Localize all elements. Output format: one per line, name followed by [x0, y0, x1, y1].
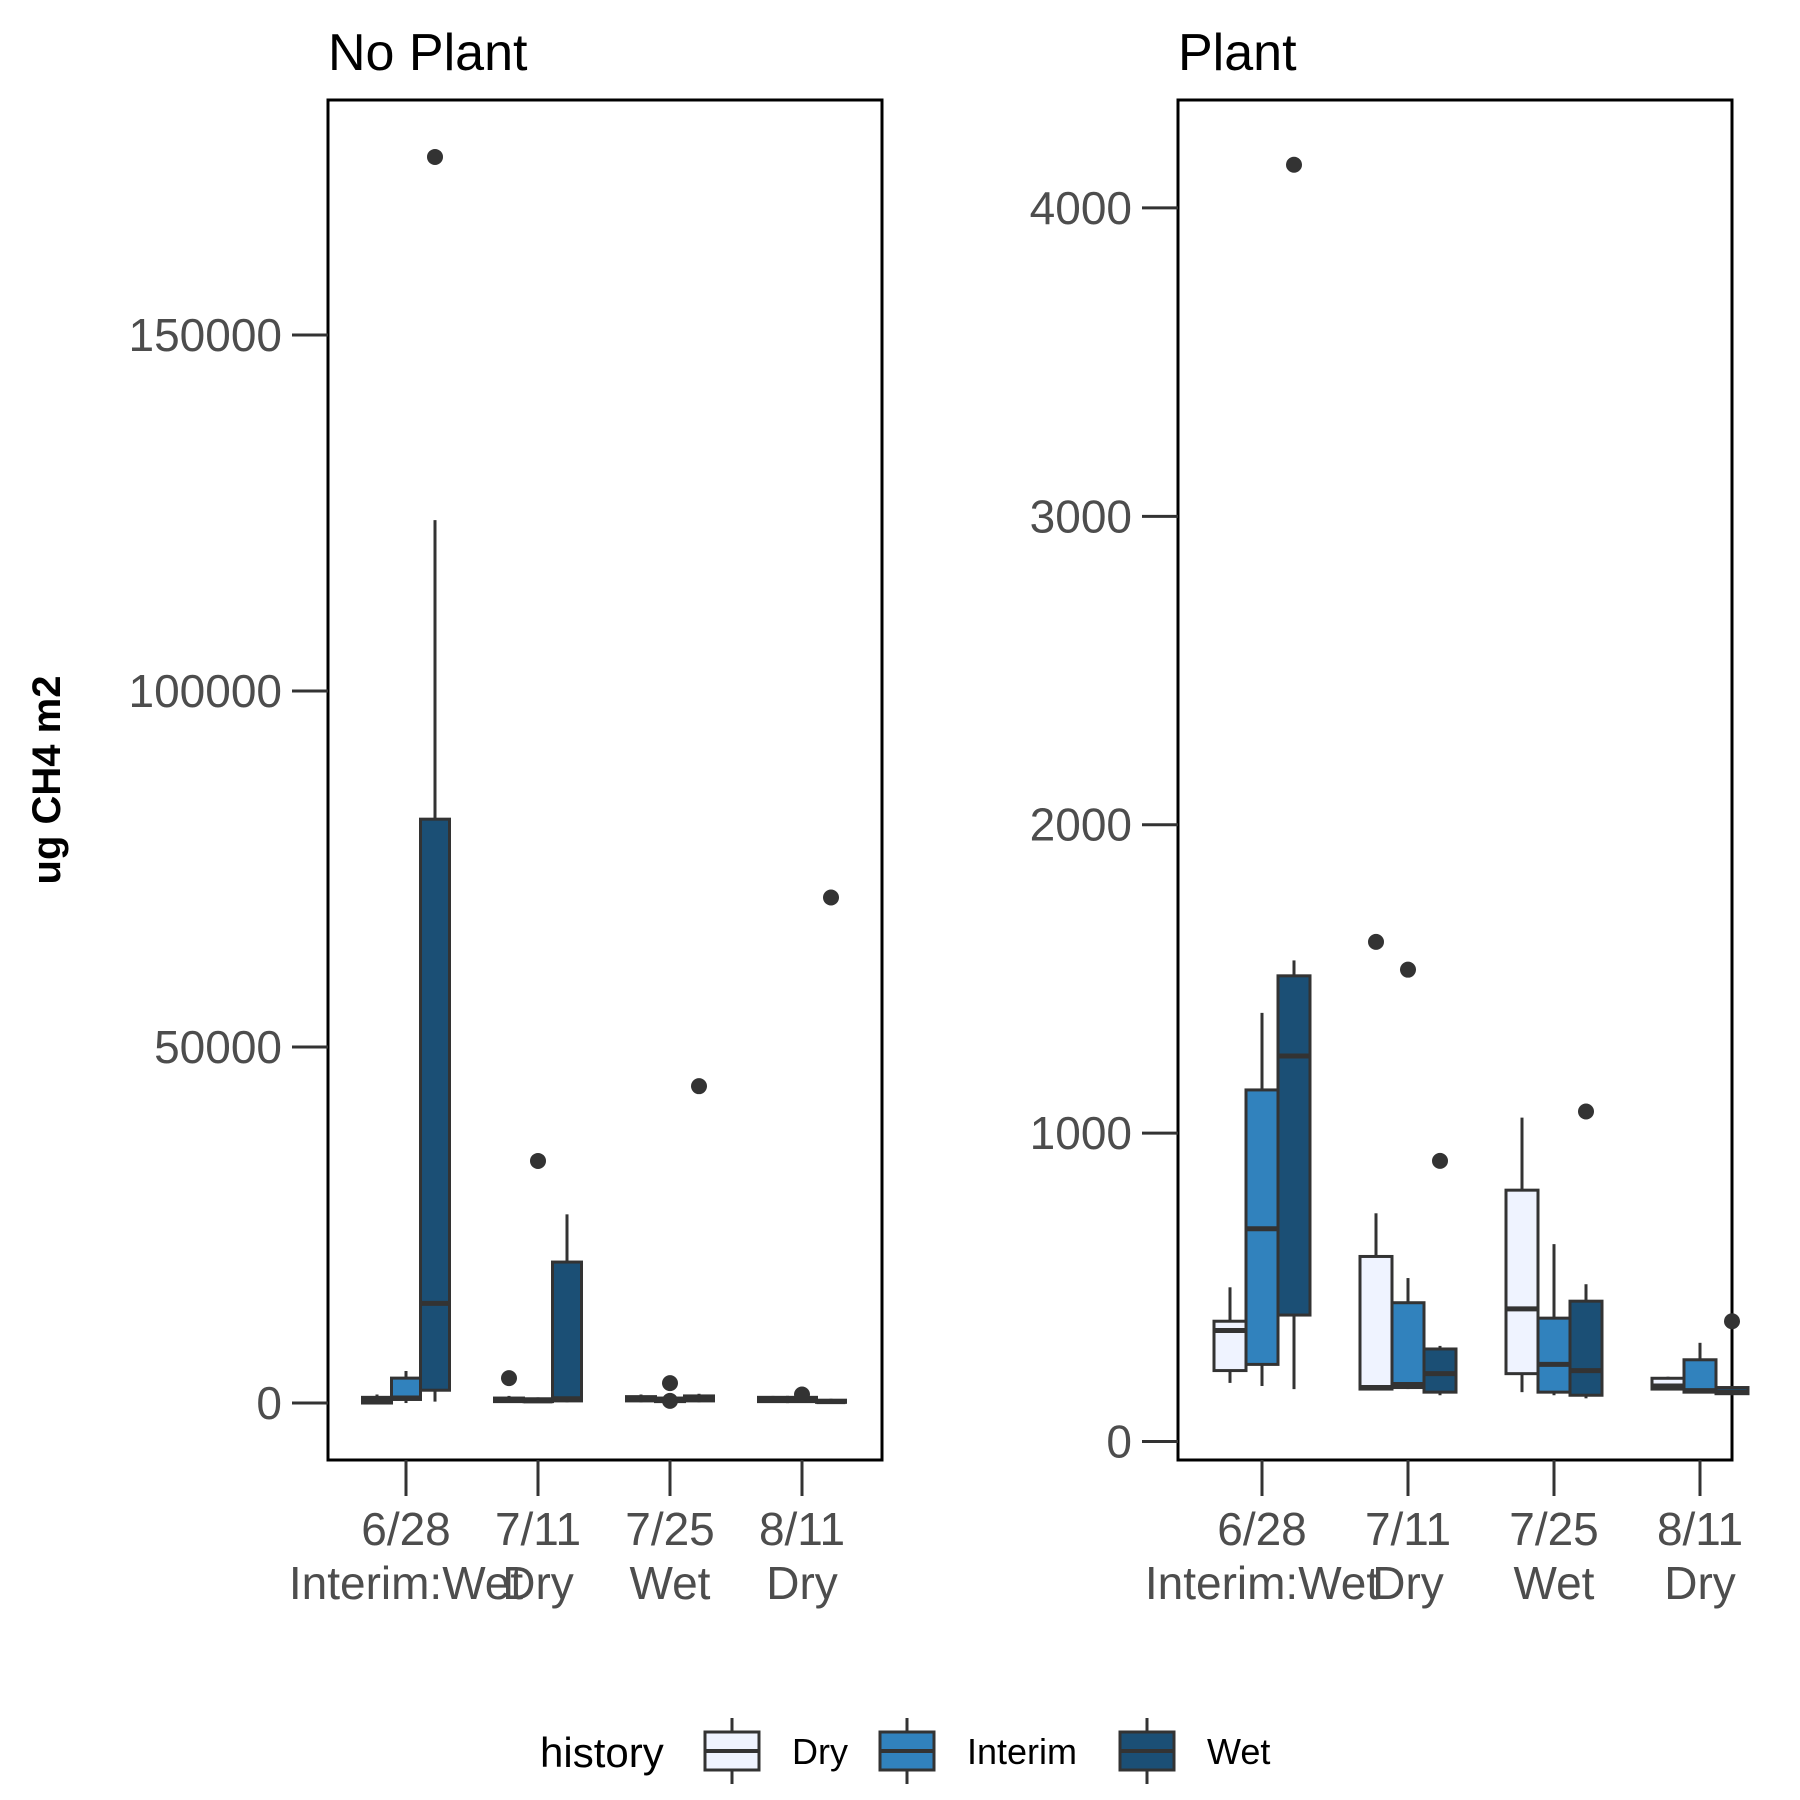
y-tick-label: 1000 [1030, 1107, 1132, 1159]
x-tick-label-date: 7/25 [1509, 1503, 1599, 1555]
outlier-point [1432, 1152, 1448, 1169]
outlier-point [530, 1152, 546, 1169]
box-dry [493, 1370, 525, 1404]
box-body [1276, 974, 1312, 1317]
legend-key-wet: Wet [1118, 1718, 1270, 1784]
outlier-point [794, 1386, 810, 1403]
panel-title: No Plant [328, 24, 528, 82]
x-tick-label-date: 8/11 [759, 1503, 845, 1555]
y-tick-label: 0 [1106, 1415, 1132, 1467]
box-dry [1504, 1117, 1540, 1393]
y-axis-title: ug CH4 m2 [25, 676, 69, 885]
legend-label: Interim [967, 1731, 1077, 1772]
x-tick-label-date: 8/11 [1657, 1503, 1743, 1555]
x-tick-label-date: 7/11 [1365, 1503, 1451, 1555]
box-body [1390, 1301, 1426, 1390]
x-tick-label-condition: Dry [1372, 1557, 1444, 1609]
panel-border [326, 98, 884, 1462]
legend-key-dry: Dry [703, 1718, 848, 1784]
panel-no-plant: No Plant 0 50000 100000 150000 6/28Interim:We… [129, 24, 884, 1609]
x-tick-label-date: 6/28 [1217, 1503, 1307, 1555]
box-wet [1714, 1313, 1750, 1396]
box-interim [390, 1370, 422, 1404]
x-tick-label-date: 6/28 [361, 1503, 451, 1555]
x-tick-label-date: 7/25 [625, 1503, 715, 1555]
box-body [419, 817, 451, 1392]
legend-label: Dry [792, 1731, 848, 1772]
outlier-point [1368, 933, 1384, 950]
box-body [1682, 1358, 1718, 1394]
box-wet [683, 1078, 715, 1403]
legend-title: history [540, 1729, 664, 1776]
box-dry [1650, 1376, 1686, 1391]
outlier-point [501, 1370, 517, 1387]
legend: history Dry Interim Wet [540, 1718, 1270, 1784]
x-tick-label-condition: Interim:Wet [1145, 1557, 1380, 1609]
x-tick-label-condition: Dry [502, 1557, 574, 1609]
box-body [1568, 1299, 1604, 1397]
panel-title: Plant [1178, 24, 1297, 82]
x-tick-label-condition: Interim:Wet [289, 1557, 524, 1609]
box-wet [1422, 1152, 1458, 1396]
box-wet [551, 1214, 583, 1403]
box-body [1504, 1188, 1540, 1376]
box-wet [815, 889, 847, 1405]
y-tick-label: 4000 [1030, 182, 1132, 234]
panels: No Plant0500001000001500006/28Interim:We… [129, 24, 1750, 1609]
y-tick-label: 2000 [1030, 799, 1132, 851]
x-tick-label-condition: Wet [630, 1557, 711, 1609]
box-wet [1276, 156, 1312, 1390]
outlier-point [1400, 961, 1416, 978]
box-dry [361, 1394, 393, 1405]
y-tick-label: 50000 [154, 1021, 282, 1073]
box-dry [625, 1394, 657, 1403]
box-body [1536, 1316, 1572, 1394]
outlier-point [662, 1392, 678, 1409]
box-dry [1212, 1287, 1248, 1383]
outlier-point [1724, 1313, 1740, 1330]
legend-key-interim: Interim [878, 1718, 1077, 1784]
outlier-point [662, 1375, 678, 1392]
box-interim [1682, 1342, 1718, 1394]
box-dry [1358, 933, 1394, 1391]
outlier-point [1578, 1103, 1594, 1120]
panel-plant: Plant 0 1000 2000 3000 4000 6/28Interim:Wet7/1… [1030, 24, 1750, 1609]
box-dry [757, 1395, 789, 1404]
outlier-point [823, 889, 839, 906]
y-tick-label: 150000 [129, 309, 283, 361]
x-tick-label-date: 7/11 [495, 1503, 581, 1555]
box-interim [1390, 961, 1426, 1390]
y-tick-label: 3000 [1030, 490, 1132, 542]
outlier-point [1286, 156, 1302, 173]
box-body [551, 1260, 583, 1403]
x-tick-label-condition: Dry [766, 1557, 838, 1609]
box-wet [1568, 1103, 1604, 1399]
box-interim [1536, 1244, 1572, 1396]
box-interim [654, 1375, 686, 1409]
outlier-point [427, 148, 443, 165]
panel-border [1176, 98, 1734, 1462]
box-interim [786, 1386, 818, 1404]
x-tick-label-condition: Dry [1664, 1557, 1736, 1609]
y-tick-label: 100000 [129, 665, 283, 717]
box-interim [522, 1152, 554, 1404]
box-interim [1244, 1012, 1280, 1386]
legend-label: Wet [1207, 1731, 1270, 1772]
x-tick-label-condition: Wet [1514, 1557, 1595, 1609]
outlier-point [691, 1078, 707, 1095]
y-tick-label: 0 [256, 1377, 282, 1429]
box-body [1422, 1347, 1458, 1394]
box-body [1358, 1254, 1394, 1391]
box-wet [419, 148, 451, 1402]
